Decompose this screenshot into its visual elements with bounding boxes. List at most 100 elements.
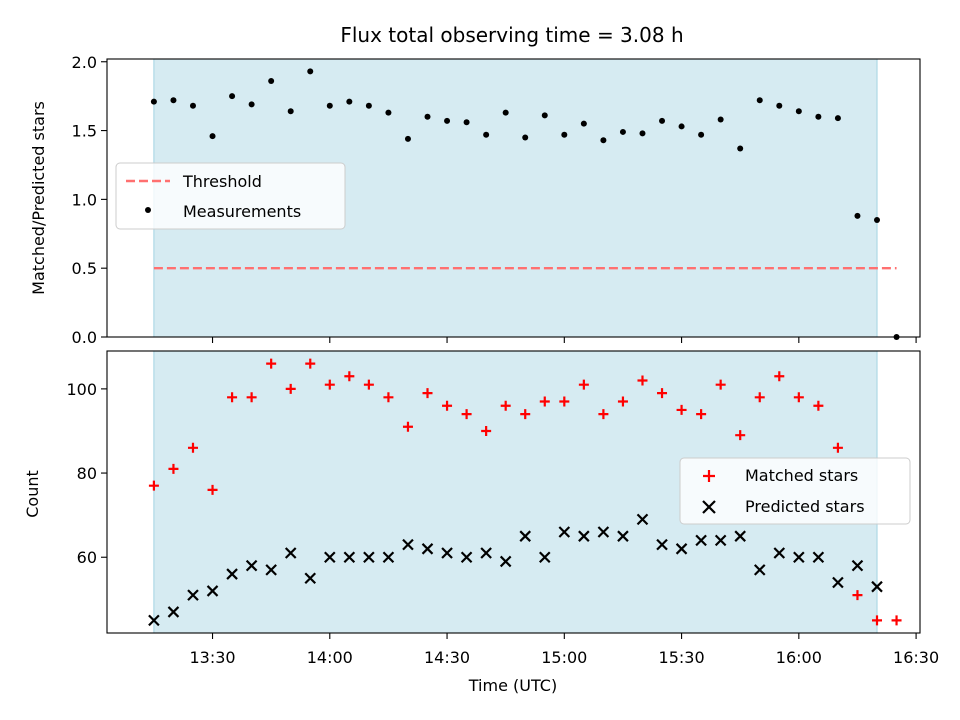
y-tick-label: 60	[77, 548, 97, 567]
measurement-point	[541, 112, 548, 119]
legend-measurement-label: Measurements	[183, 202, 301, 221]
legend-frame	[115, 162, 346, 230]
measurement-point	[522, 134, 529, 141]
predicted-point	[460, 551, 473, 564]
measurement-point	[150, 98, 157, 105]
predicted-point	[656, 538, 668, 551]
y-tick-label: 1.0	[72, 190, 97, 209]
matched-point	[559, 396, 570, 407]
predicted-point	[167, 606, 180, 618]
y-tick-label: 0.0	[72, 328, 97, 347]
measurement-point	[561, 131, 568, 138]
matched-point	[715, 379, 726, 390]
matched-point	[696, 409, 707, 420]
predicted-point	[597, 526, 610, 538]
matched-point	[735, 430, 746, 441]
measurement-point	[639, 130, 646, 137]
predicted-point	[734, 530, 746, 542]
measurement-point	[170, 97, 177, 104]
predicted-point	[324, 551, 336, 564]
series-predicted-stars	[148, 513, 883, 627]
x-tick-label: 15:00	[541, 648, 587, 667]
chart-title: Flux total observing time = 3.08 h	[340, 23, 683, 47]
measurement-point	[678, 123, 685, 130]
predicted-point	[714, 534, 727, 547]
measurement-point	[287, 108, 294, 115]
predicted-point	[245, 559, 258, 572]
measurement-point	[229, 93, 236, 100]
measurement-point	[815, 113, 822, 120]
matched-point	[637, 375, 648, 386]
matched-point	[168, 463, 179, 474]
measurement-point	[189, 102, 196, 109]
measurement-point	[385, 109, 392, 116]
y-tick-label: 100	[66, 380, 97, 399]
predicted-point	[382, 551, 395, 564]
measurement-point	[248, 101, 255, 108]
matched-point	[148, 480, 159, 491]
x-tick-label: 16:00	[776, 648, 822, 667]
matched-point	[187, 442, 198, 453]
measurement-point	[619, 128, 626, 135]
matched-point	[305, 358, 316, 369]
predicted-point	[871, 580, 883, 593]
legend-frame	[679, 457, 911, 525]
matched-point	[754, 392, 765, 403]
legend-matched-swatch	[703, 470, 715, 482]
axes-frame	[106, 350, 921, 634]
top-subplot: 0.0 0.5 1.0 1.5 2.0 Threshold Measurements	[72, 53, 921, 347]
x-tick-label: 13:30	[189, 648, 235, 667]
matched-point	[617, 396, 628, 407]
legend-threshold-label: Threshold	[182, 172, 262, 191]
matched-point	[442, 400, 453, 411]
matched-point	[539, 396, 550, 407]
measurement-point	[737, 145, 744, 152]
matched-point	[344, 371, 355, 382]
measurement-point	[698, 131, 705, 138]
measurement-point	[874, 217, 881, 224]
matched-point	[481, 425, 492, 436]
measurement-point	[463, 119, 470, 126]
predicted-point	[343, 551, 356, 564]
predicted-point	[226, 568, 238, 580]
matched-point	[246, 392, 257, 403]
measurement-point	[365, 102, 372, 109]
measurement-point	[483, 131, 490, 138]
predicted-point	[578, 530, 590, 542]
matched-point	[872, 615, 883, 626]
predicted-point	[753, 564, 766, 576]
measurement-point	[424, 113, 431, 120]
predicted-point	[812, 551, 825, 564]
measurement-point	[795, 108, 802, 115]
y-tick-label: 1.5	[72, 122, 97, 141]
measurement-point	[404, 135, 411, 142]
matched-point	[832, 442, 843, 453]
predicted-point	[284, 547, 297, 559]
matched-point	[813, 400, 824, 411]
predicted-point	[695, 534, 707, 547]
predicted-point	[265, 564, 277, 576]
measurement-point	[854, 212, 861, 219]
x-tick-label: 14:00	[307, 648, 353, 667]
matched-point	[793, 392, 804, 403]
x-tick-label: 16:30	[893, 648, 939, 667]
predicted-point	[148, 614, 160, 627]
matched-point	[891, 615, 902, 626]
matched-point	[227, 392, 238, 403]
matched-point	[461, 409, 472, 420]
measurement-point	[444, 117, 451, 124]
bottom-legend: Matched stars Predicted stars	[679, 457, 911, 525]
series-matched-stars	[148, 358, 902, 626]
predicted-point	[519, 530, 532, 542]
measurement-point	[659, 117, 666, 124]
matched-point	[383, 392, 394, 403]
matched-point	[266, 358, 277, 369]
predicted-point	[851, 559, 864, 572]
x-tick-label: 15:30	[659, 648, 705, 667]
measurement-point	[776, 102, 783, 109]
bottom-subplot: 13:30 14:00 14:30 15:00 15:30 16:00 16:30 60 80 1…	[66, 350, 939, 667]
matched-point	[676, 404, 687, 415]
y-tick-label: 0.5	[72, 259, 97, 278]
predicted-point	[617, 530, 629, 542]
